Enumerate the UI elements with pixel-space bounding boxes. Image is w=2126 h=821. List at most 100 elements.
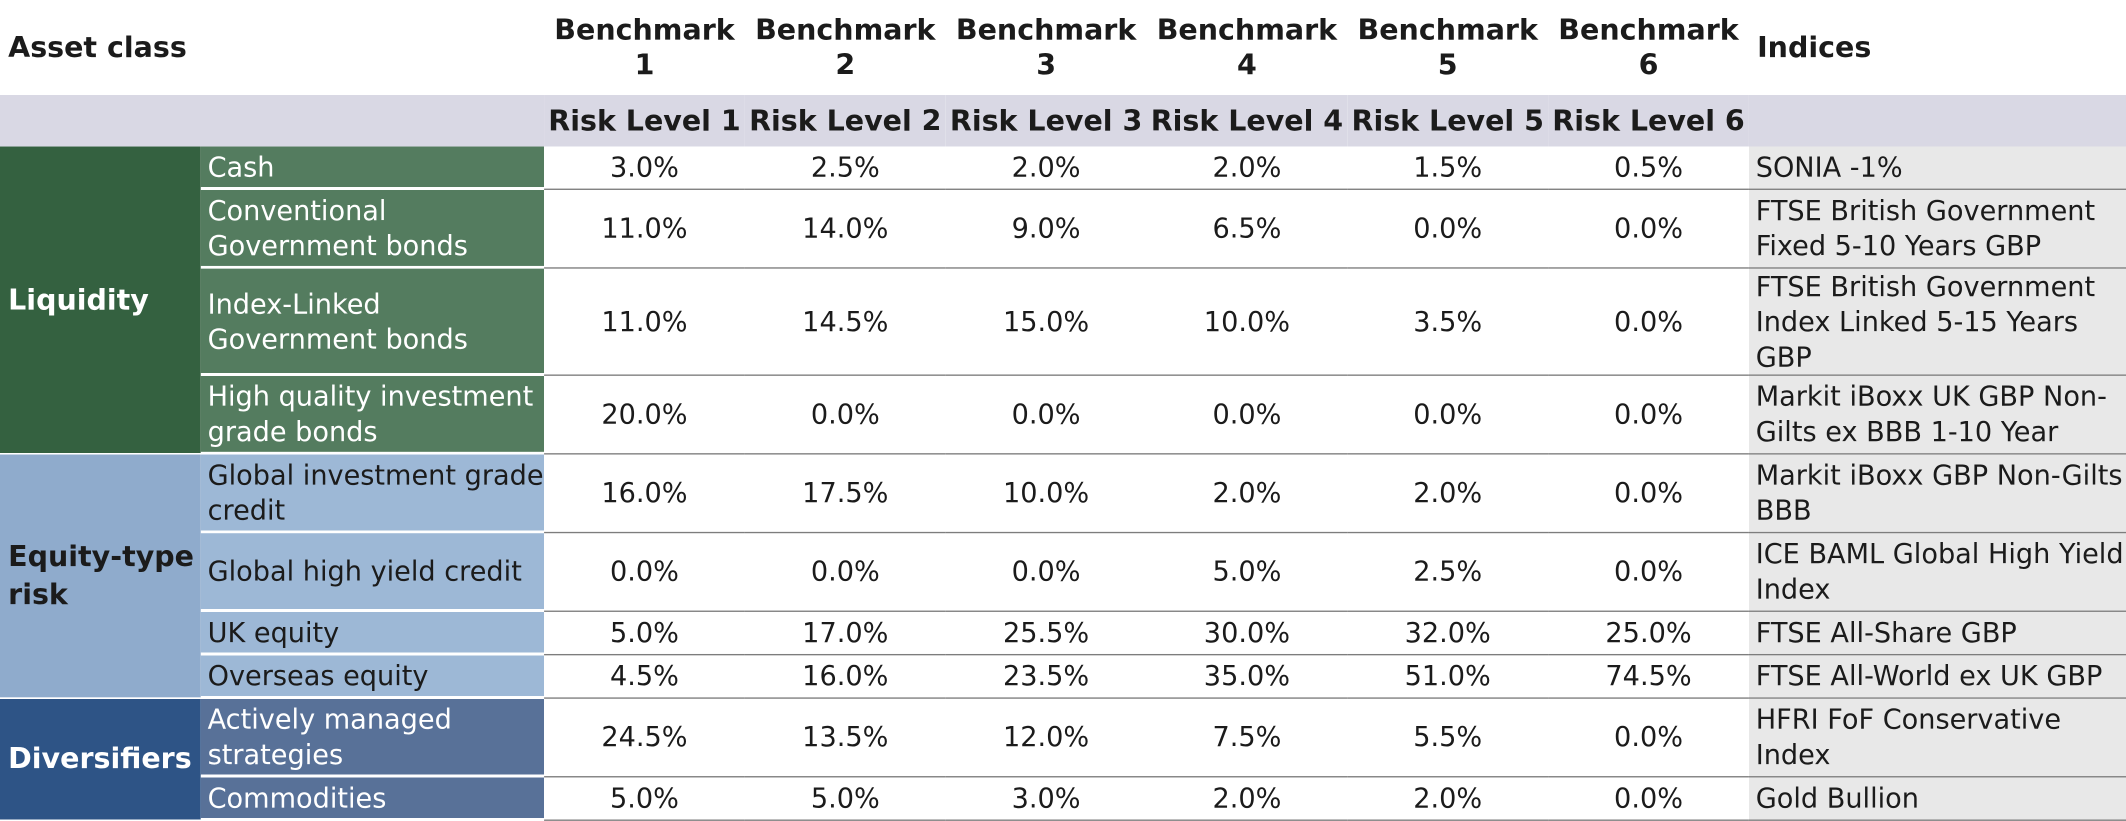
allocation-value: 10.0%: [1146, 267, 1348, 376]
risk-level-5: Risk Level 5: [1347, 94, 1549, 147]
asset-name: Global high yield credit: [200, 531, 545, 612]
allocation-value: 11.0%: [544, 188, 745, 268]
table-row: Equity-type risk Global investment grade…: [0, 453, 2126, 699]
allocation-value: 0.0%: [1548, 267, 1749, 376]
allocation-value: 0.5%: [1548, 146, 1749, 190]
allocation-value: 2.5%: [1347, 531, 1549, 612]
allocation-value: 74.5%: [1548, 653, 1749, 699]
allocation-value: 30.0%: [1146, 610, 1348, 655]
allocation-value: 0.0%: [1146, 374, 1348, 454]
index-name: Markit iBoxx UK GBP Non-Gilts ex BBB 1-1…: [1748, 374, 2126, 454]
allocation-value: 5.0%: [1146, 531, 1348, 612]
index-name: SONIA -1%: [1748, 146, 2126, 190]
table-row: Liquidity Cash 3.0% 2.5% 2.0% 2.0% 1.5% …: [0, 146, 2126, 454]
allocation-value: 0.0%: [744, 531, 946, 612]
allocation-value: 0.0%: [1548, 188, 1749, 268]
table-row: Index-Linked Government bonds 11.0% 14.5…: [0, 267, 2126, 376]
allocation-value: 17.0%: [744, 610, 946, 655]
asset-name: Commodities: [200, 776, 545, 821]
category-equity-type-risk: Equity-type risk: [0, 453, 201, 699]
allocation-value: 9.0%: [945, 188, 1147, 268]
allocation-value: 12.0%: [945, 697, 1147, 777]
category-liquidity: Liquidity: [0, 146, 201, 454]
allocation-value: 0.0%: [744, 374, 946, 454]
risk-level-spacer: [0, 94, 545, 147]
allocation-value: 15.0%: [945, 267, 1147, 376]
allocation-value: 0.0%: [544, 531, 745, 612]
index-name: FTSE All-World ex UK GBP: [1748, 653, 2126, 699]
asset-name: Overseas equity: [200, 653, 545, 699]
allocation-value: 2.0%: [945, 146, 1147, 190]
table-row: Diversifiers Actively managed strategies…: [0, 697, 2126, 821]
allocation-value: 2.0%: [1146, 453, 1348, 533]
index-name: Markit iBoxx GBP Non-Gilts BBB: [1748, 453, 2126, 533]
allocation-value: 25.5%: [945, 610, 1147, 655]
allocation-value: 0.0%: [945, 374, 1147, 454]
allocation-value: 0.0%: [945, 531, 1147, 612]
table-row: Commodities 5.0% 5.0% 3.0% 2.0% 2.0% 0.0…: [0, 776, 2126, 821]
allocation-value: 0.0%: [1548, 531, 1749, 612]
allocation-value: 20.0%: [544, 374, 745, 454]
allocation-value: 0.0%: [1548, 776, 1749, 821]
category-diversifiers: Diversifiers: [0, 697, 201, 821]
allocation-value: 0.0%: [1548, 697, 1749, 777]
asset-name: High quality investment grade bonds: [200, 374, 545, 455]
allocation-value: 3.0%: [544, 146, 745, 190]
allocation-value: 14.0%: [744, 188, 946, 268]
allocation-value: 16.0%: [744, 653, 946, 699]
table-row: High quality investment grade bonds 20.0…: [0, 374, 2126, 455]
allocation-value: 3.0%: [945, 776, 1147, 821]
allocation-value: 0.0%: [1548, 453, 1749, 533]
table-row: UK equity 5.0% 17.0% 25.5% 30.0% 32.0% 2…: [0, 610, 2126, 656]
risk-level-indices-spacer: [1748, 94, 2126, 147]
table-row: Overseas equity 4.5% 16.0% 23.5% 35.0% 5…: [0, 653, 2126, 699]
allocation-value: 17.5%: [744, 453, 946, 533]
asset-name: Conventional Government bonds: [200, 188, 545, 269]
allocation-value: 25.0%: [1548, 610, 1749, 655]
table-row: Conventional Government bonds 11.0% 14.0…: [0, 188, 2126, 269]
allocation-value: 0.0%: [1347, 188, 1549, 268]
asset-name: Cash: [200, 146, 545, 190]
header-row: Asset class Benchmark 1 Benchmark 2 Benchm…: [0, 0, 2126, 95]
allocation-value: 51.0%: [1347, 653, 1549, 699]
table-row: Global high yield credit 0.0% 0.0% 0.0% …: [0, 531, 2126, 612]
allocation-value: 35.0%: [1146, 653, 1348, 699]
allocation-value: 2.0%: [1347, 776, 1549, 821]
allocation-value: 5.0%: [544, 610, 745, 655]
allocation-value: 13.5%: [744, 697, 946, 777]
allocation-value: 4.5%: [544, 653, 745, 699]
index-name: Gold Bullion: [1748, 776, 2126, 821]
allocation-value: 32.0%: [1347, 610, 1549, 655]
allocation-value: 5.0%: [544, 776, 745, 821]
allocation-value: 2.0%: [1146, 146, 1348, 190]
index-name: HFRI FoF Conservative Index: [1748, 697, 2126, 777]
allocation-value: 2.0%: [1347, 453, 1549, 533]
allocation-value: 14.5%: [744, 267, 946, 376]
benchmark-header-3: Benchmark 3: [955, 13, 1137, 82]
benchmark-header-4: Benchmark 4: [1156, 13, 1338, 82]
allocation-value: 2.0%: [1146, 776, 1348, 821]
allocation-value: 3.5%: [1347, 267, 1549, 376]
benchmark-header-6: Benchmark 6: [1558, 13, 1739, 82]
asset-class-header: Asset class: [8, 31, 187, 64]
allocation-value: 0.0%: [1548, 374, 1749, 454]
allocation-value: 6.5%: [1146, 188, 1348, 268]
allocation-value: 1.5%: [1347, 146, 1549, 190]
allocation-value: 11.0%: [544, 267, 745, 376]
allocation-value: 23.5%: [945, 653, 1147, 699]
benchmark-header-2: Benchmark 2: [755, 13, 936, 82]
risk-level-6: Risk Level 6: [1548, 94, 1749, 147]
index-name: ICE BAML Global High Yield Index: [1748, 531, 2126, 612]
allocation-value: 24.5%: [544, 697, 745, 777]
asset-name: UK equity: [200, 610, 545, 656]
risk-level-2: Risk Level 2: [744, 94, 946, 147]
index-name: FTSE All-Share GBP: [1748, 610, 2126, 655]
risk-level-row: Risk Level 1 Risk Level 2 Risk Level 3 R…: [0, 94, 2126, 147]
index-name: FTSE British Government Index Linked 5-1…: [1748, 267, 2126, 376]
allocation-value: 7.5%: [1146, 697, 1348, 777]
asset-name: Index-Linked Government bonds: [200, 267, 545, 376]
allocation-value: 10.0%: [945, 453, 1147, 533]
indices-header: Indices: [1757, 31, 1872, 64]
